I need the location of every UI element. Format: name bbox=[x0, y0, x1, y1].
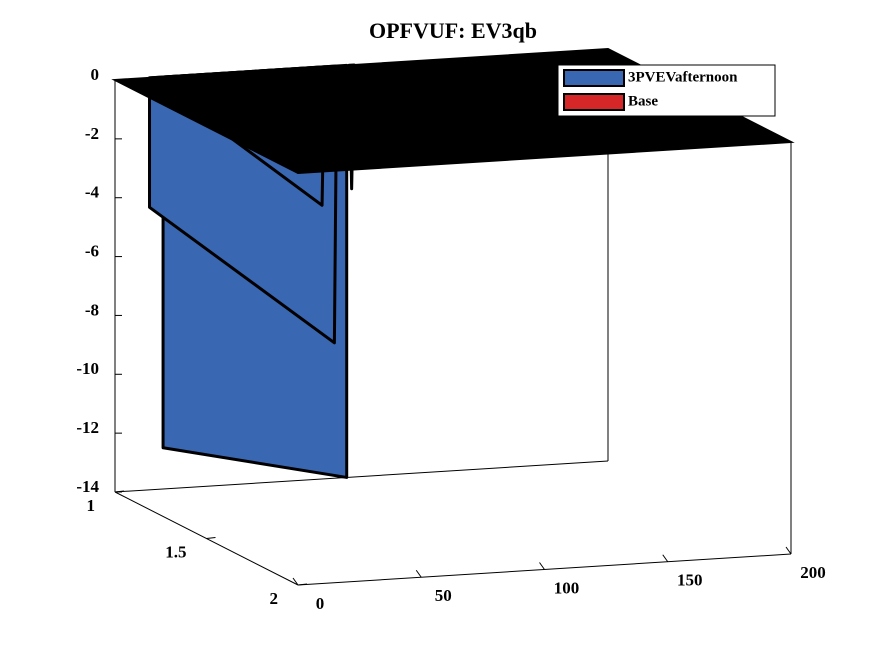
y-tick-label: 1.5 bbox=[165, 542, 186, 561]
x-tick-label: 50 bbox=[435, 586, 452, 605]
x-tick-label: 150 bbox=[677, 571, 703, 590]
y-tick bbox=[206, 537, 216, 539]
legend-swatch bbox=[563, 93, 625, 111]
legend-label: Base bbox=[628, 93, 658, 109]
z-tick-label: -12 bbox=[76, 418, 99, 437]
z-tick-label: 0 bbox=[91, 65, 100, 84]
x-tick-label: 100 bbox=[554, 578, 580, 597]
legend-label: 3PVEVafternoon bbox=[628, 69, 738, 85]
y-tick bbox=[297, 583, 308, 586]
z-tick-label: -2 bbox=[85, 124, 99, 143]
x-tick bbox=[539, 562, 545, 570]
x-tick bbox=[292, 577, 299, 586]
y-tick bbox=[114, 490, 125, 493]
axis-line bbox=[114, 460, 609, 493]
z-tick-label: -4 bbox=[85, 183, 100, 202]
x-tick bbox=[415, 569, 422, 578]
x-tick bbox=[662, 554, 669, 563]
z-tick-label: -10 bbox=[76, 359, 99, 378]
chart-title: OPFVUF: EV3qb bbox=[369, 18, 537, 43]
x-tick-label: 0 bbox=[316, 594, 325, 613]
z-tick-label: -6 bbox=[85, 241, 99, 260]
y-tick-label: 1 bbox=[87, 496, 96, 515]
x-tick-label: 200 bbox=[800, 563, 826, 582]
y-tick-label: 2 bbox=[270, 589, 279, 608]
z-tick-label: -14 bbox=[76, 477, 99, 496]
x-tick bbox=[785, 546, 792, 555]
legend-swatch bbox=[563, 69, 625, 87]
z-tick-label: -8 bbox=[85, 300, 99, 319]
